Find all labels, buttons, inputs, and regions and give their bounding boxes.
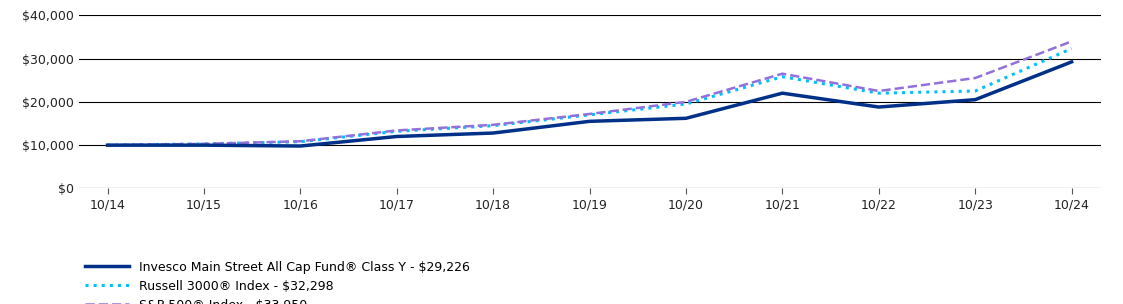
Legend: Invesco Main Street All Cap Fund® Class Y - $29,226, Russell 3000® Index - $32,2: Invesco Main Street All Cap Fund® Class …	[85, 261, 469, 304]
